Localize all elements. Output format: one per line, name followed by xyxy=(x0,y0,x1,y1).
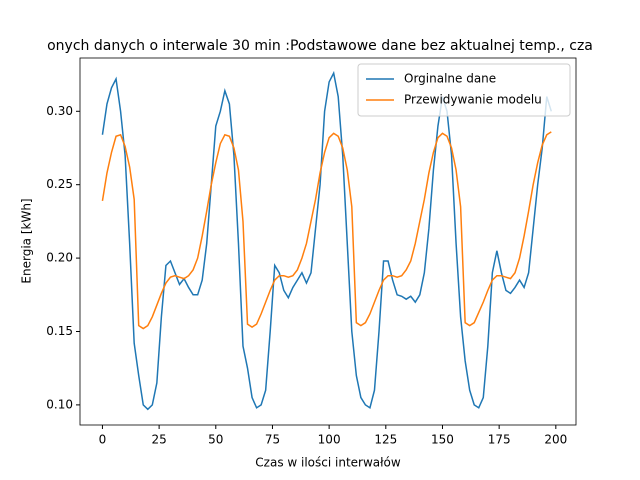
y-tick-label: 0.15 xyxy=(46,324,73,338)
legend-label: Przewidywanie modelu xyxy=(404,93,542,107)
x-tick-label: 150 xyxy=(431,433,454,447)
x-tick-label: 75 xyxy=(265,433,280,447)
x-tick-label: 100 xyxy=(318,433,341,447)
y-tick-label: 0.30 xyxy=(46,104,73,118)
y-tick-label: 0.25 xyxy=(46,177,73,191)
legend-label: Orginalne dane xyxy=(404,72,496,86)
plot-frame xyxy=(79,57,577,426)
data-line xyxy=(101,131,552,330)
x-tick-label: 25 xyxy=(151,433,166,447)
legend-box xyxy=(357,63,571,117)
x-tick-label: 175 xyxy=(488,433,511,447)
y-tick-label: 0.10 xyxy=(46,397,73,411)
y-tick-label: 0.20 xyxy=(46,251,73,265)
x-tick-label: 125 xyxy=(374,433,397,447)
x-axis-label: Czas w ilości interwałów xyxy=(255,456,401,470)
chart-title: onych danych o interwale 30 min :Podstaw… xyxy=(47,38,593,54)
x-tick-label: 0 xyxy=(99,433,107,447)
x-tick-label: 50 xyxy=(208,433,223,447)
data-line xyxy=(101,70,553,411)
y-axis-label: Energia [kWh] xyxy=(20,198,34,283)
x-tick-label: 200 xyxy=(544,433,567,447)
